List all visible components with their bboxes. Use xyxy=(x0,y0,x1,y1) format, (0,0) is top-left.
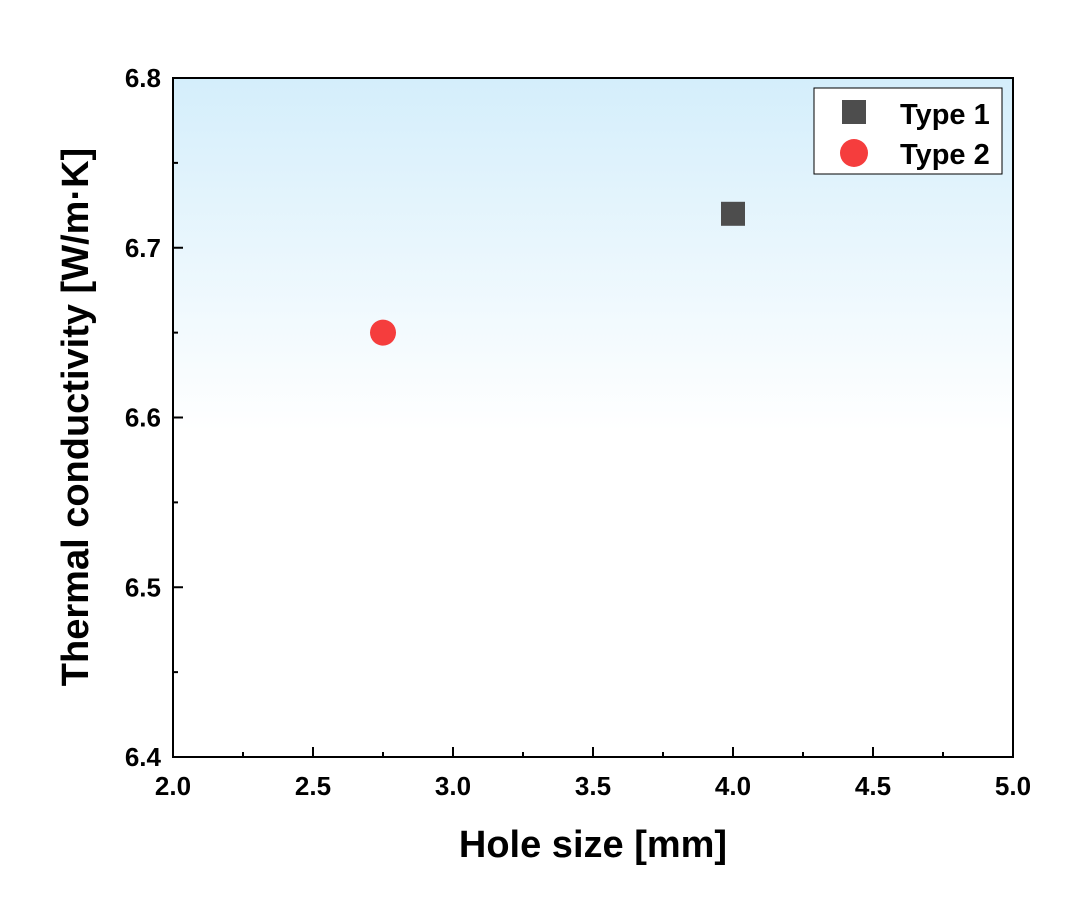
x-tick-label: 2.0 xyxy=(155,771,191,801)
legend: Type 1 Type 2 xyxy=(813,87,1003,175)
y-axis-label: Thermal conductivity [W/m·K] xyxy=(55,148,97,686)
plot-area xyxy=(172,77,1014,758)
x-tick-label: 3.0 xyxy=(435,771,471,801)
data-point-type-1 xyxy=(721,201,745,226)
y-tick-label: 6.7 xyxy=(125,233,161,263)
y-tick-label: 6.5 xyxy=(125,572,161,602)
y-tick-label: 6.4 xyxy=(125,742,162,772)
x-axis-label: Hole size [mm] xyxy=(459,824,727,866)
x-tick-label: 5.0 xyxy=(995,771,1031,801)
x-tick-label: 4.5 xyxy=(855,771,891,801)
x-tick-label: 3.5 xyxy=(575,771,611,801)
legend-marker-type-1 xyxy=(842,100,866,124)
x-tick-label: 2.5 xyxy=(295,771,331,801)
y-tick-label: 6.6 xyxy=(125,403,161,433)
y-tick-label: 6.8 xyxy=(125,63,161,93)
legend-label-type-1: Type 1 xyxy=(900,99,990,131)
data-point-type-2 xyxy=(370,319,396,346)
legend-marker-type-2 xyxy=(840,139,868,167)
legend-label-type-2: Type 2 xyxy=(900,139,990,171)
x-tick-label: 4.0 xyxy=(715,771,751,801)
